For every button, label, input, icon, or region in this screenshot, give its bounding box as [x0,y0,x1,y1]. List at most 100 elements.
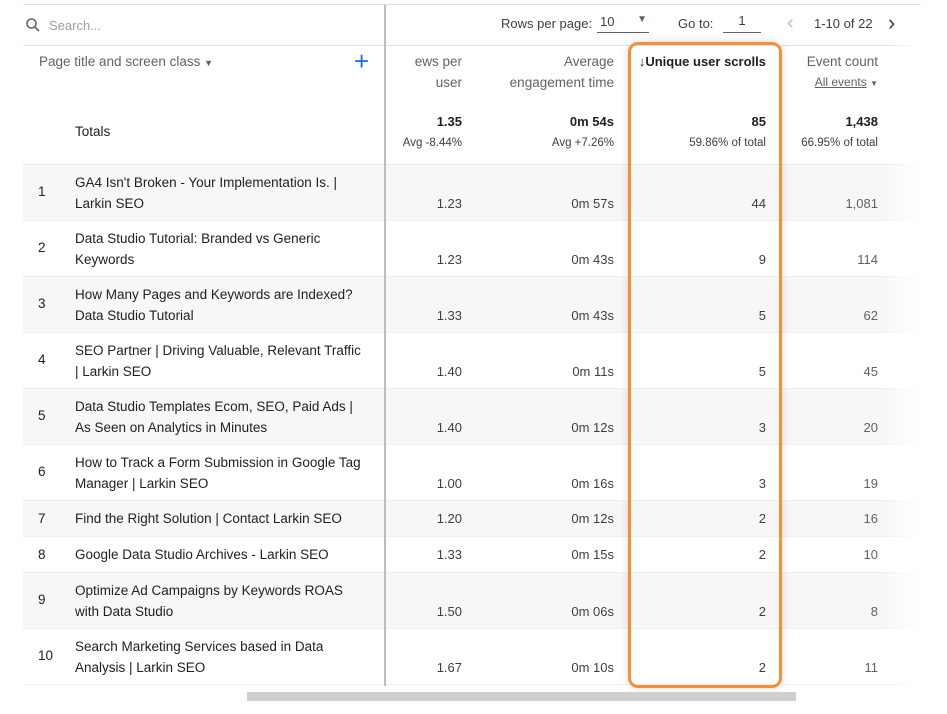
totals-label: Totals [75,124,111,139]
totals-unique-scrolls: 85 [751,114,766,129]
rows-per-page-label: Rows per page: [501,16,593,31]
row-unique-scrolls: 5 [758,308,766,323]
search-input[interactable]: Search... [49,18,102,33]
row-avg-engagement: 0m 12s [571,511,614,526]
totals-avg-engagement: 0m 54s [569,114,614,129]
unique-scrolls-header[interactable]: ↓Unique user scrolls [630,51,766,72]
divider [23,45,921,46]
row-event-count: 10 [863,547,878,562]
row-views-per-user: 1.40 [436,420,462,435]
row-avg-engagement: 0m 57s [571,196,614,211]
totals-views-per-user: 1.35 [436,114,462,129]
row-index: 10 [38,648,54,663]
dimension-header[interactable]: Page title and screen class ▼ [39,51,213,74]
frozen-column-divider [384,5,386,686]
totals-event-count: 1,438 [845,114,878,129]
row-views-per-user: 1.33 [436,308,462,323]
row-event-count: 20 [863,420,878,435]
row-event-count: 19 [863,476,878,491]
table-row[interactable]: 4 SEO Partner | Driving Valuable, Relevan… [23,333,921,389]
table-row[interactable]: 3 How Many Pages and Keywords are Indexed… [23,277,921,333]
goto-label: Go to: [678,16,714,31]
unique-scrolls-header-label: Unique user scrolls [645,54,766,69]
row-avg-engagement: 0m 12s [571,420,614,435]
row-avg-engagement: 0m 43s [571,308,614,323]
row-event-count: 1,081 [845,196,878,211]
row-event-count: 8 [870,604,878,619]
row-unique-scrolls: 3 [758,420,766,435]
row-page-title: SEO Partner | Driving Valuable, Relevant… [75,343,361,379]
totals-event-count-sub: 66.95% of total [801,137,878,149]
row-views-per-user: 1.23 [436,196,462,211]
row-index: 7 [38,511,46,526]
row-views-per-user: 1.33 [436,547,462,562]
row-unique-scrolls: 2 [758,511,766,526]
row-avg-engagement: 0m 43s [571,252,614,267]
row-page-title: How to Track a Form Submission in Google… [75,455,361,491]
row-event-count: 45 [863,364,878,379]
row-unique-scrolls: 3 [758,476,766,491]
row-page-title: Optimize Ad Campaigns by Keywords ROAS w… [75,583,343,619]
row-views-per-user: 1.40 [436,364,462,379]
avg-engagement-header[interactable]: Average engagement time [509,54,614,90]
row-views-per-user: 1.23 [436,252,462,267]
event-count-header[interactable]: Event count [806,54,878,69]
row-index: 5 [38,408,46,423]
row-unique-scrolls: 44 [751,196,766,211]
totals-views-per-user-sub: Avg -8.44% [402,137,462,149]
horizontal-scrollbar[interactable] [247,692,796,701]
row-index: 2 [38,240,46,255]
next-page-icon[interactable]: › [888,10,896,35]
rows-per-page-select[interactable]: 10 ▼ [597,13,649,33]
row-unique-scrolls: 9 [758,252,766,267]
row-page-title: GA4 Isn't Broken - Your Implementation I… [75,175,337,211]
row-avg-engagement: 0m 10s [571,660,614,675]
table-row[interactable]: 6 How to Track a Form Submission in Googl… [23,445,921,501]
table-row[interactable]: 2 Data Studio Tutorial: Branded vs Generi… [23,221,921,277]
views-per-user-header[interactable]: ews per user [414,54,462,90]
row-unique-scrolls: 5 [758,364,766,379]
add-dimension-plus-icon[interactable]: + [354,46,370,76]
rows-per-page-value: 10 [600,14,615,29]
row-page-title: Search Marketing Services based in Data … [75,639,324,675]
dimension-header-label: Page title and screen class [39,54,201,69]
row-avg-engagement: 0m 15s [571,547,614,562]
totals-unique-scrolls-sub: 59.86% of total [689,137,766,149]
table-row[interactable]: 1 GA4 Isn't Broken - Your Implementation … [23,165,921,221]
row-views-per-user: 1.20 [436,511,462,526]
divider [23,164,921,165]
table-row[interactable]: 10 Search Marketing Services based in Dat… [23,629,921,685]
row-index: 1 [38,184,46,199]
table-row[interactable]: 7 Find the Right Solution | Contact Larki… [23,501,921,537]
search-box[interactable]: Search... [23,5,384,45]
row-avg-engagement: 0m 11s [572,364,614,379]
prev-page-icon[interactable]: ‹ [787,12,794,34]
totals-avg-engagement-sub: Avg +7.26% [551,137,614,149]
row-page-title: Find the Right Solution | Contact Larkin… [75,511,342,526]
row-page-title: How Many Pages and Keywords are Indexed?… [75,287,353,323]
page-range: 1-10 of 22 [814,16,873,31]
row-page-title: Google Data Studio Archives - Larkin SEO [75,547,329,562]
row-views-per-user: 1.50 [436,604,462,619]
row-unique-scrolls: 2 [758,660,766,675]
row-unique-scrolls: 2 [758,604,766,619]
row-index: 9 [38,592,46,607]
goto-input[interactable]: 1 [723,13,761,33]
event-filter-dropdown[interactable]: All events ▼ [790,75,878,89]
search-icon [26,18,40,32]
event-filter-label: All events [814,75,867,89]
row-event-count: 114 [857,252,878,267]
row-index: 3 [38,296,46,311]
row-avg-engagement: 0m 06s [571,604,614,619]
table-row[interactable]: 5 Data Studio Templates Ecom, SEO, Paid A… [23,389,921,445]
table-row[interactable]: 9 Optimize Ad Campaigns by Keywords ROAS … [23,573,921,629]
highlight-box [628,42,782,688]
row-index: 8 [38,547,46,562]
row-views-per-user: 1.00 [436,476,462,491]
row-avg-engagement: 0m 16s [571,476,614,491]
sort-down-arrow-icon: ↓ [638,54,646,69]
row-index: 6 [38,464,46,479]
table-row[interactable]: 8 Google Data Studio Archives - Larkin SE… [23,537,921,573]
row-unique-scrolls: 2 [758,547,766,562]
caret-down-icon: ▼ [204,58,214,68]
